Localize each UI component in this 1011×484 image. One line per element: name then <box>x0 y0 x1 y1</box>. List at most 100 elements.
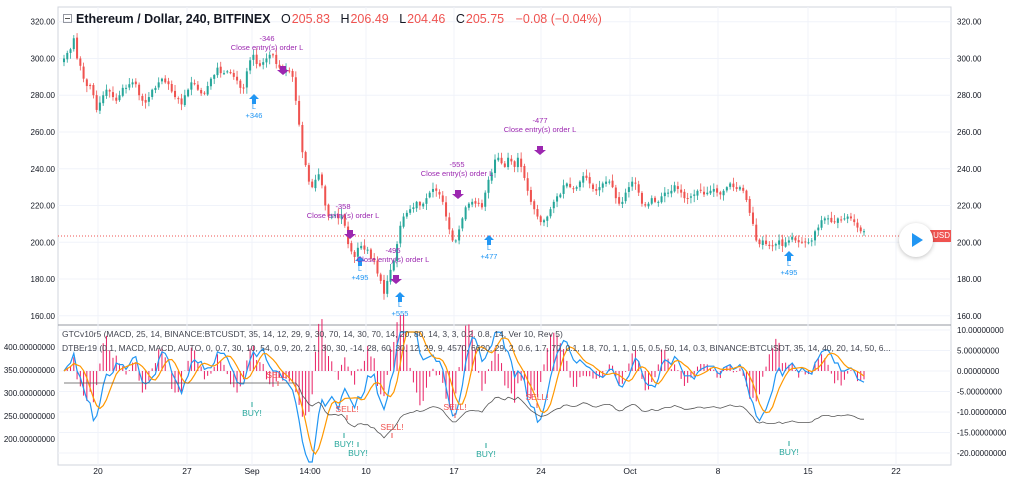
candle <box>650 198 653 204</box>
candle <box>467 203 470 208</box>
candle <box>820 220 823 228</box>
candle <box>716 188 719 193</box>
price-tick-left: 300.00 <box>31 54 56 63</box>
sell-signal: SELL! <box>335 404 358 414</box>
low-value: 204.46 <box>407 12 446 26</box>
indicator-tick-right: -5.00000000 <box>957 388 1002 397</box>
candle <box>840 219 843 221</box>
macd-line <box>63 331 865 463</box>
entry-arrow-icon <box>249 94 259 104</box>
candle <box>291 70 294 77</box>
open-value: 205.83 <box>291 12 330 26</box>
price-tick-left: 320.00 <box>31 18 56 27</box>
candle <box>373 258 376 261</box>
collapse-legend-button[interactable] <box>63 14 72 23</box>
candle <box>311 181 314 188</box>
candle <box>627 187 630 192</box>
candle <box>461 218 464 229</box>
indicator-tick-right: -20.00000000 <box>957 449 1007 458</box>
entry-arrow-icon <box>355 256 365 266</box>
candle <box>722 190 725 196</box>
candle <box>451 230 454 241</box>
candle <box>431 188 434 192</box>
candle <box>836 218 839 223</box>
candle <box>807 242 810 244</box>
candle <box>219 66 222 74</box>
price-axis[interactable]: 320.00 320.00 300.00 300.00 280.00 280.00 260.… <box>31 18 982 321</box>
high-label: H <box>340 12 350 26</box>
entry-amount: +495 <box>781 268 798 277</box>
candle <box>771 245 774 247</box>
exit-order-label: Close entry(s) order L <box>504 125 577 134</box>
time-tick: 22 <box>891 466 901 476</box>
candle <box>128 84 131 88</box>
time-axis[interactable]: 20 27 Sep 14:00 10 17 24 Oct 8 15 22 <box>93 466 901 476</box>
candle <box>193 83 196 85</box>
candle <box>216 67 219 76</box>
candle <box>415 201 418 209</box>
candle <box>787 240 790 243</box>
candle <box>396 244 399 261</box>
scroll-to-realtime-button[interactable] <box>899 223 933 257</box>
candle <box>304 152 307 166</box>
candle <box>702 191 706 195</box>
time-tick: 10 <box>361 466 371 476</box>
indicator-axes[interactable]: 400.00000000 350.00000000 300.00000000 250.… <box>4 326 1007 458</box>
candle <box>686 198 689 200</box>
candle <box>392 260 395 271</box>
candle <box>76 37 79 59</box>
candle <box>513 161 516 167</box>
candle <box>533 201 536 210</box>
candle <box>497 157 500 161</box>
candle <box>337 214 340 219</box>
candle <box>307 165 310 182</box>
candle <box>334 214 337 217</box>
candle <box>559 194 562 198</box>
exit-arrow-icon <box>344 230 356 239</box>
candle <box>154 87 157 91</box>
candle <box>846 216 849 219</box>
candle <box>187 89 190 97</box>
candle <box>503 163 506 167</box>
candle <box>422 203 425 207</box>
candle <box>667 192 670 194</box>
candle <box>320 174 323 186</box>
indicator-legend-2[interactable]: DTBEr19 (0.1, MACD, MACD, AUTO, 0, 0.7, … <box>62 343 891 353</box>
candle <box>680 189 683 193</box>
candle <box>340 214 343 219</box>
candle <box>605 181 608 184</box>
price-tag: USD <box>930 230 951 242</box>
time-tick: 15 <box>803 466 813 476</box>
candle <box>742 187 745 191</box>
candle <box>226 71 229 73</box>
candle <box>487 179 490 193</box>
candle <box>366 249 369 251</box>
exit-arrow-icon <box>534 146 546 155</box>
exit-amount: -477 <box>532 116 547 125</box>
candle <box>494 159 497 174</box>
indicator-legend-1[interactable]: GTCv10r5 (MACD, 25, 14, BINANCE:BTCUSDT,… <box>62 329 563 339</box>
close-value: 205.75 <box>465 12 505 26</box>
candle <box>569 183 572 188</box>
candle <box>823 218 826 221</box>
chart-legend: Ethereum / Dollar, 240, BITFINEX O205.83… <box>76 12 602 26</box>
candle <box>738 187 741 190</box>
candle <box>206 86 209 95</box>
candle <box>379 274 382 281</box>
candle <box>797 240 800 243</box>
candle <box>108 90 111 92</box>
candle <box>262 62 265 65</box>
candle <box>314 179 317 189</box>
candle <box>683 191 686 199</box>
candle <box>180 98 183 105</box>
exit-order-label: Close entry(s) order L <box>307 211 380 220</box>
candle <box>843 218 846 220</box>
candle <box>125 87 128 89</box>
candle <box>327 204 330 217</box>
candle <box>435 188 438 191</box>
candle <box>438 191 441 195</box>
price-tick-left: 200.00 <box>31 238 56 247</box>
entry-amount: +477 <box>481 252 498 261</box>
